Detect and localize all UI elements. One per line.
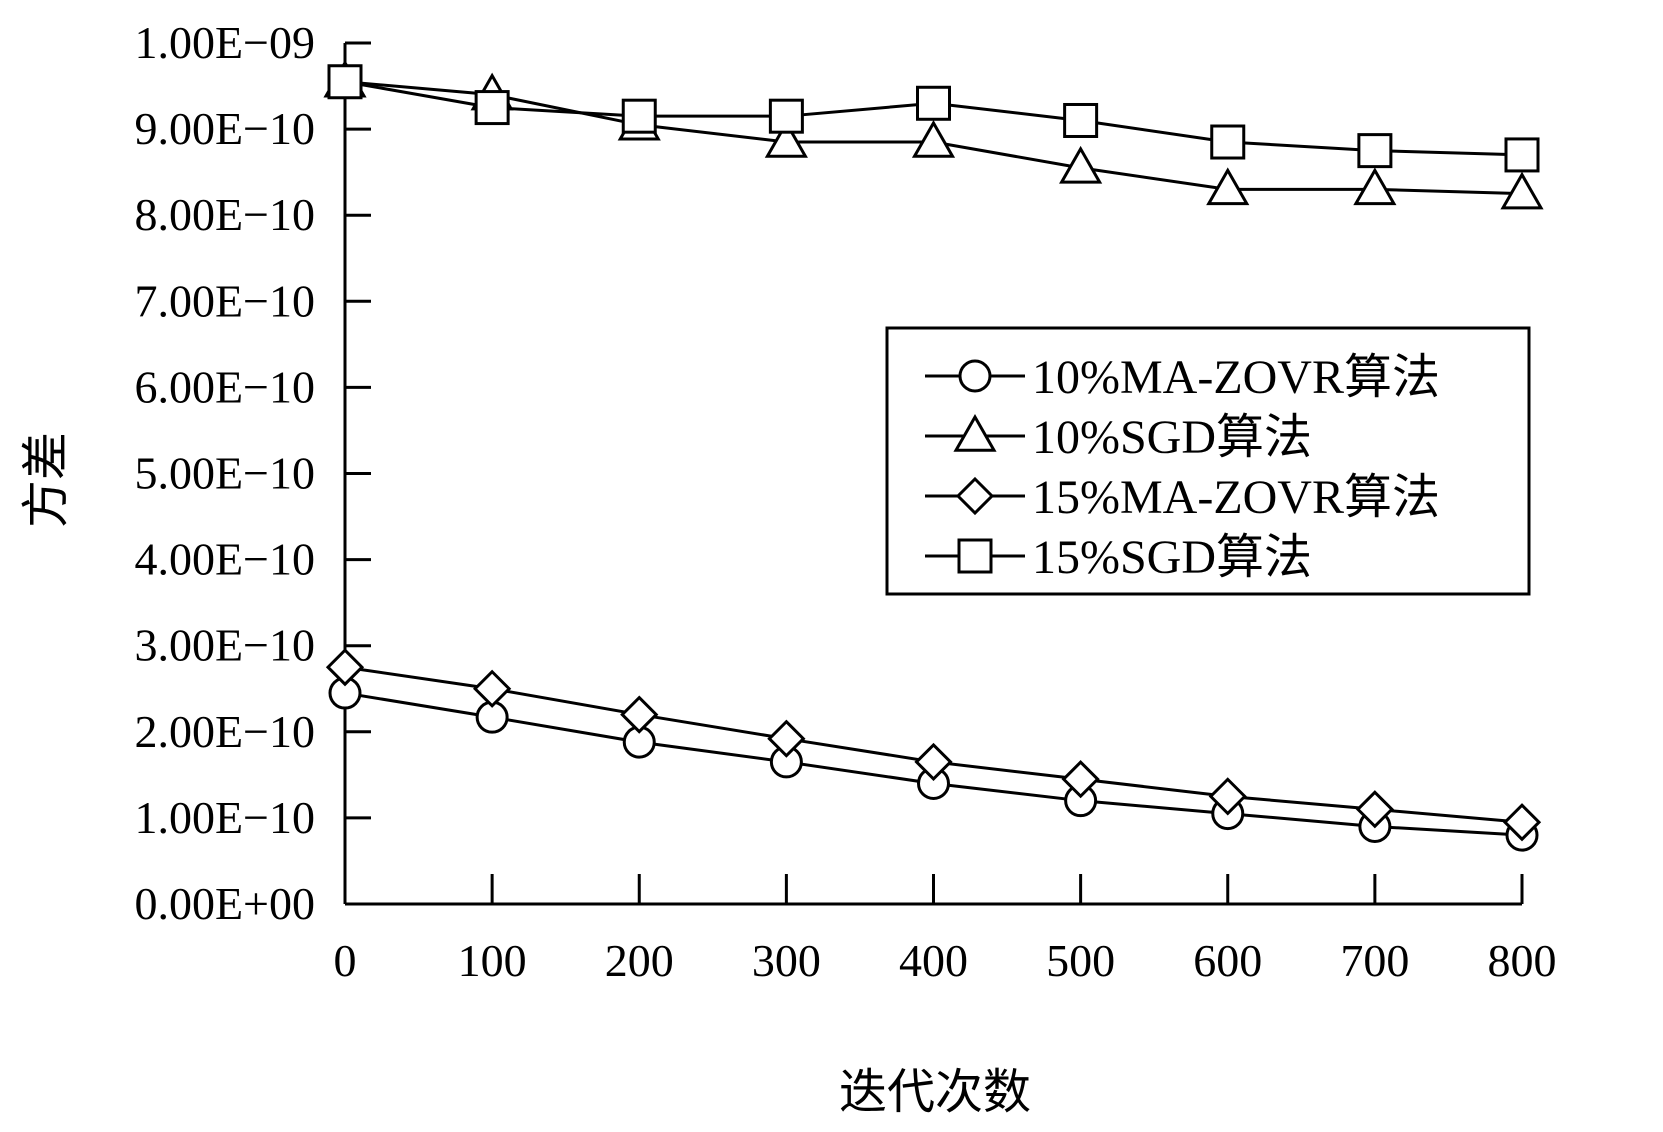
y-tick-label: 0.00E+00 bbox=[134, 878, 315, 929]
data-point-diamond bbox=[767, 719, 806, 758]
data-point-triangle bbox=[1206, 167, 1250, 206]
legend-label: 10%MA-ZOVR算法 bbox=[1032, 351, 1440, 404]
legend-marker-diamond bbox=[955, 476, 995, 516]
data-point-diamond bbox=[1355, 790, 1394, 829]
legend-label: 15%MA-ZOVR算法 bbox=[1032, 471, 1440, 524]
legend-marker-triangle bbox=[953, 413, 997, 452]
x-tick-label: 0 bbox=[334, 935, 357, 986]
y-tick-label: 3.00E−10 bbox=[134, 620, 315, 671]
data-point-square bbox=[1210, 124, 1246, 160]
data-point-square bbox=[621, 98, 657, 134]
data-point-triangle bbox=[764, 119, 808, 158]
legend-entry: 10%SGD算法 bbox=[925, 411, 1312, 464]
x-tick-label: 500 bbox=[1046, 935, 1115, 986]
data-point-triangle bbox=[1500, 171, 1544, 210]
series-diamond bbox=[325, 648, 1542, 842]
y-axis-title: 方差 bbox=[20, 432, 73, 528]
data-point-square bbox=[327, 64, 363, 100]
y-tick-label: 9.00E−10 bbox=[134, 103, 315, 154]
data-point-square bbox=[1357, 133, 1393, 169]
y-tick-label: 8.00E−10 bbox=[134, 189, 315, 240]
x-axis-title: 迭代次数 bbox=[839, 1066, 1031, 1119]
legend-marker-circle bbox=[958, 359, 992, 393]
data-point-diamond bbox=[1208, 777, 1247, 816]
data-point-diamond bbox=[1502, 803, 1542, 842]
y-tick-label: 4.00E−10 bbox=[134, 534, 315, 585]
legend-entry: 10%MA-ZOVR算法 bbox=[925, 351, 1440, 404]
x-tick-label: 400 bbox=[899, 935, 968, 986]
x-tick-label: 600 bbox=[1193, 935, 1262, 986]
axes: 0.00E+00 1.00E−10 2.00E−10 3.00E−10 4.00E−10… bbox=[134, 17, 1556, 986]
data-point-diamond bbox=[914, 742, 953, 782]
legend-entry: 15%MA-ZOVR算法 bbox=[925, 471, 1440, 524]
data-point-triangle bbox=[1059, 145, 1103, 184]
legend-label: 10%SGD算法 bbox=[1032, 411, 1312, 464]
data-point-square bbox=[1063, 102, 1099, 138]
y-tick-label: 2.00E−10 bbox=[134, 706, 315, 757]
y-tick-label: 6.00E−10 bbox=[134, 361, 315, 412]
x-tick-label: 800 bbox=[1488, 935, 1557, 986]
x-tick-label: 100 bbox=[458, 935, 527, 986]
data-point-triangle bbox=[1353, 167, 1397, 206]
data-point-square bbox=[474, 90, 510, 126]
x-tick-label: 700 bbox=[1340, 935, 1409, 986]
legend-entry: 15%SGD算法 bbox=[925, 531, 1312, 584]
y-tick-label: 7.00E−10 bbox=[134, 275, 315, 326]
data-point-square bbox=[768, 98, 804, 134]
series-layer bbox=[323, 59, 1544, 852]
legend: 10%MA-ZOVR算法 10%SGD算法 15%MA-ZOVR算法 15%SGD算法 bbox=[885, 326, 1531, 596]
legend-box bbox=[885, 326, 1531, 596]
data-point-square bbox=[916, 85, 951, 121]
data-point-square bbox=[1504, 137, 1540, 173]
data-point-diamond bbox=[620, 695, 659, 734]
legend-marker-square bbox=[957, 538, 993, 574]
data-point-diamond bbox=[325, 648, 365, 687]
y-tick-label: 1.00E−10 bbox=[134, 792, 315, 843]
data-point-diamond bbox=[1061, 760, 1100, 799]
x-tick-label: 300 bbox=[752, 935, 821, 986]
data-point-triangle bbox=[911, 119, 956, 158]
x-tick-label: 200 bbox=[605, 935, 674, 986]
y-tick-label: 1.00E−09 bbox=[134, 17, 315, 68]
y-tick-label: 5.00E−10 bbox=[134, 448, 315, 499]
legend-label: 15%SGD算法 bbox=[1032, 531, 1312, 584]
series-square bbox=[327, 64, 1540, 173]
data-point-diamond bbox=[473, 669, 512, 708]
